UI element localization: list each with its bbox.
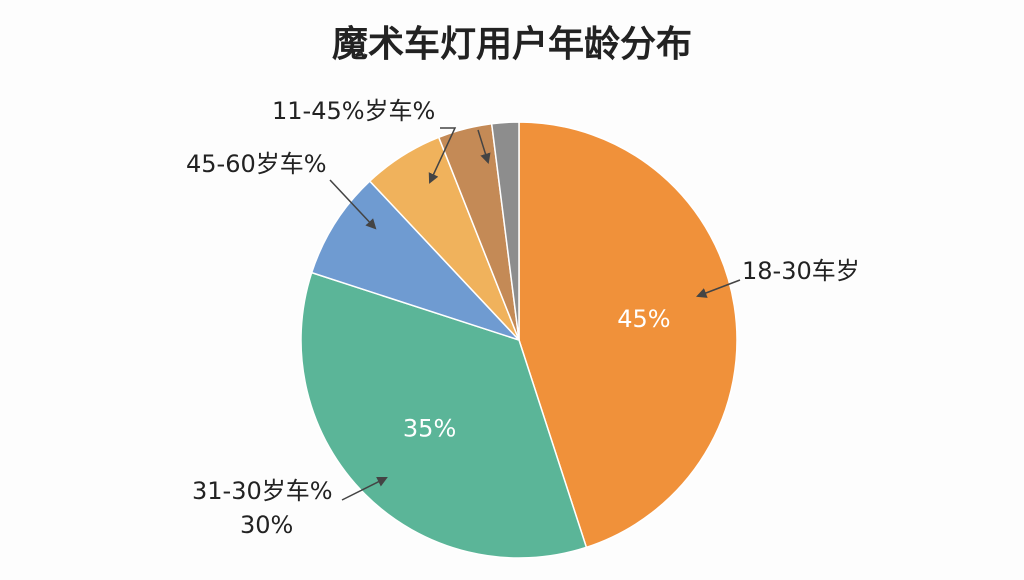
category-label: 11-45%岁车% [272, 97, 435, 125]
pie-slice [518, 121, 738, 549]
annotation: 30% [240, 511, 293, 539]
slice-label: 45% [617, 305, 670, 333]
slice-label: 35% [403, 414, 456, 442]
leader-arrow [428, 127, 457, 184]
category-label: 18-30车岁 [742, 257, 860, 285]
leader-arrow [477, 129, 491, 165]
category-label: 45-60岁车% [186, 150, 327, 178]
leader-arrow [696, 279, 741, 298]
pie-slice [300, 271, 588, 559]
chart-title: 魔术车灯用户年龄分布 [332, 24, 692, 65]
category-label: 31-30岁车% [192, 477, 333, 505]
leader-arrow [329, 179, 377, 230]
leader-arrow [341, 477, 388, 501]
pie-slice [310, 180, 520, 341]
pie-slice [490, 121, 520, 341]
